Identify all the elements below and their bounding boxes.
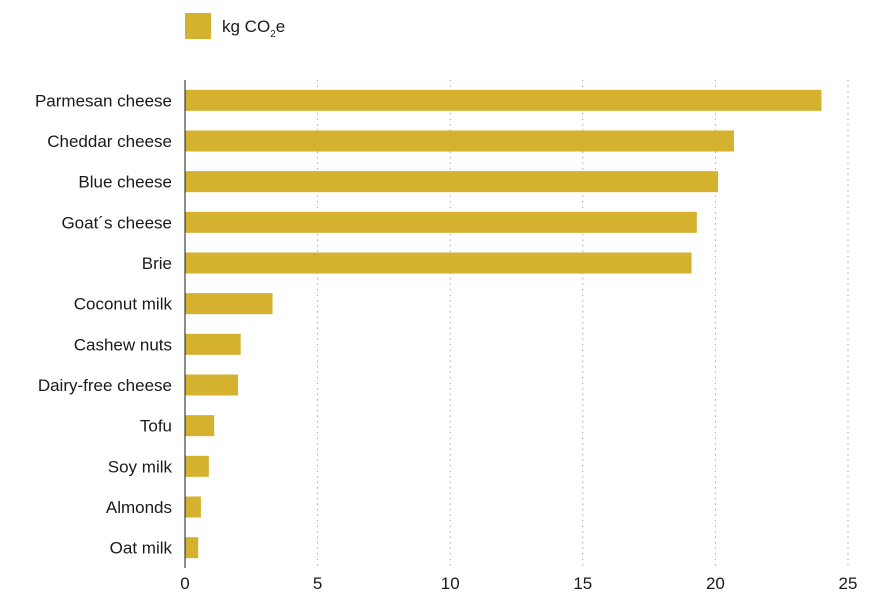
bar (185, 252, 692, 274)
legend-swatch (185, 13, 211, 39)
legend-label: kg CO2e (222, 17, 285, 40)
x-tick-label: 0 (180, 574, 189, 593)
bar (185, 130, 734, 152)
x-tick-label: 10 (441, 574, 460, 593)
category-label: Goat´s cheese (61, 213, 172, 232)
x-tick-label: 5 (313, 574, 322, 593)
category-label: Soy milk (108, 457, 173, 476)
x-tick-label: 15 (573, 574, 592, 593)
bar (185, 455, 209, 477)
category-label: Brie (142, 254, 172, 273)
category-label: Coconut milk (74, 295, 173, 314)
bar (185, 415, 215, 437)
category-label: Cashew nuts (74, 335, 172, 354)
category-label: Almonds (106, 498, 172, 517)
category-label: Dairy-free cheese (38, 376, 172, 395)
category-labels: Parmesan cheese Cheddar cheese Blue cheese… (35, 91, 173, 557)
x-tick-label: 20 (706, 574, 725, 593)
bar (185, 211, 697, 233)
bar (185, 374, 239, 396)
bars (185, 89, 822, 559)
category-label: Blue cheese (78, 173, 172, 192)
x-tick-labels: 0 5 10 15 20 25 (180, 574, 857, 593)
bar (185, 537, 199, 559)
category-label: Parmesan cheese (35, 91, 172, 110)
category-label: Cheddar cheese (47, 132, 172, 151)
bar (185, 496, 201, 518)
category-label: Tofu (140, 417, 172, 436)
x-tick-label: 25 (839, 574, 858, 593)
bar (185, 171, 719, 193)
legend: kg CO2e (185, 13, 285, 40)
bar (185, 89, 822, 111)
gridlines (317, 80, 849, 568)
bar (185, 293, 273, 315)
bar (185, 333, 241, 355)
category-label: Oat milk (110, 539, 173, 558)
